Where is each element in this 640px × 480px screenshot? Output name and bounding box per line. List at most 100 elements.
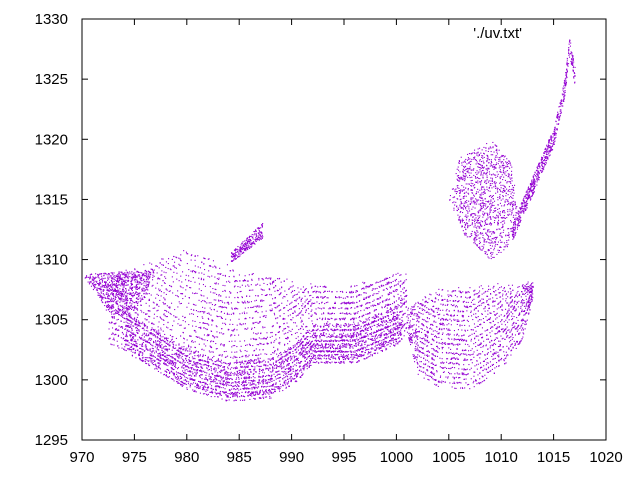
scatter-point <box>111 333 113 335</box>
scatter-point <box>287 326 289 328</box>
scatter-point <box>249 359 251 361</box>
scatter-point <box>301 354 303 356</box>
scatter-point <box>304 364 306 366</box>
scatter-point <box>203 295 205 297</box>
scatter-point <box>349 347 351 349</box>
scatter-point <box>177 356 179 358</box>
scatter-point <box>159 262 161 264</box>
scatter-point <box>204 301 206 303</box>
scatter-point <box>241 391 243 393</box>
scatter-point <box>185 274 187 276</box>
scatter-point <box>131 328 133 330</box>
scatter-point <box>313 332 315 334</box>
scatter-point <box>364 292 366 294</box>
scatter-point <box>397 327 399 329</box>
scatter-point <box>139 337 141 339</box>
scatter-point <box>140 309 142 311</box>
scatter-point <box>331 334 333 336</box>
scatter-point <box>371 335 373 337</box>
scatter-point <box>216 364 218 366</box>
scatter-point <box>115 285 117 287</box>
scatter-point <box>387 321 389 323</box>
scatter-point <box>294 290 296 292</box>
scatter-point <box>383 334 385 336</box>
scatter-point <box>184 317 186 319</box>
scatter-point <box>390 335 392 337</box>
scatter-point <box>389 286 391 288</box>
scatter-point <box>217 396 219 398</box>
scatter-point <box>156 272 158 274</box>
scatter-point <box>156 344 158 346</box>
scatter-point <box>245 387 247 389</box>
scatter-point <box>136 286 138 288</box>
scatter-point <box>188 371 190 373</box>
scatter-point <box>167 354 169 356</box>
scatter-point <box>402 314 404 316</box>
scatter-point <box>159 278 161 280</box>
scatter-point <box>167 343 169 345</box>
scatter-point <box>287 310 289 312</box>
scatter-point <box>160 291 162 293</box>
scatter-point <box>293 355 295 357</box>
scatter-point <box>293 322 295 324</box>
scatter-point <box>384 278 386 280</box>
scatter-point <box>396 331 398 333</box>
scatter-point <box>223 380 225 382</box>
scatter-point <box>367 296 369 298</box>
scatter-point <box>144 350 146 352</box>
scatter-point <box>204 354 206 356</box>
scatter-point <box>211 319 213 321</box>
scatter-point <box>136 345 138 347</box>
scatter-point <box>263 372 265 374</box>
scatter-point <box>213 299 215 301</box>
scatter-point <box>397 315 399 317</box>
scatter-point <box>265 310 267 312</box>
scatter-point <box>142 353 144 355</box>
scatter-point <box>219 273 221 275</box>
scatter-point <box>218 354 220 356</box>
scatter-point <box>135 341 137 343</box>
scatter-point <box>134 320 136 322</box>
scatter-point <box>244 355 246 357</box>
scatter-point <box>158 353 160 355</box>
scatter-point <box>236 396 238 398</box>
scatter-point <box>190 351 192 353</box>
scatter-point <box>245 356 247 358</box>
scatter-point <box>209 286 211 288</box>
scatter-point <box>362 287 364 289</box>
scatter-point <box>295 375 297 377</box>
scatter-point <box>154 360 156 362</box>
scatter-point <box>273 341 275 343</box>
scatter-point <box>174 261 176 263</box>
scatter-point <box>346 346 348 348</box>
scatter-point <box>392 290 394 292</box>
scatter-point <box>254 386 256 388</box>
scatter-point <box>378 298 380 300</box>
scatter-point <box>352 317 354 319</box>
scatter-point <box>366 323 368 325</box>
scatter-point <box>254 394 256 396</box>
scatter-point <box>159 342 161 344</box>
scatter-point <box>380 285 382 287</box>
scatter-point <box>247 302 249 304</box>
scatter-point <box>138 353 140 355</box>
scatter-point <box>273 287 275 289</box>
scatter-point <box>188 344 190 346</box>
scatter-point <box>388 315 390 317</box>
scatter-point <box>188 374 190 376</box>
scatter-point <box>241 356 243 358</box>
scatter-point <box>294 378 296 380</box>
scatter-point <box>116 319 118 321</box>
scatter-point <box>361 336 363 338</box>
scatter-point <box>229 291 231 293</box>
scatter-point <box>306 353 308 355</box>
scatter-point <box>160 327 162 329</box>
scatter-point <box>167 350 169 352</box>
scatter-point <box>174 358 176 360</box>
scatter-point <box>299 340 301 342</box>
scatter-point <box>289 308 291 310</box>
scatter-point <box>188 359 190 361</box>
scatter-point <box>403 292 405 294</box>
scatter-point <box>315 337 317 339</box>
scatter-point <box>136 323 138 325</box>
